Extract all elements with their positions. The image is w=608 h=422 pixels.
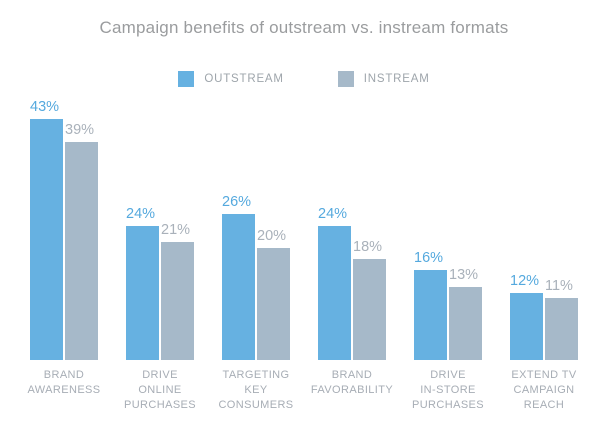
outstream-bar [126, 226, 159, 360]
outstream-value-label: 12% [510, 273, 540, 289]
instream-bar-wrap: 11% [545, 278, 578, 360]
category-label: BRAND FAVORABILITY [310, 369, 394, 396]
chart-area: 43% 39% 24% 21% 26% 20% 24% 18% 16% 13% 12% 11% [16, 87, 592, 360]
category-label: DRIVE ONLINE PURCHASES [123, 369, 197, 411]
outstream-value-label: 24% [126, 206, 156, 222]
instream-value-label: 39% [65, 122, 95, 138]
outstream-value-label: 16% [414, 250, 444, 266]
legend-label-outstream: OUTSTREAM [204, 73, 284, 85]
outstream-bar-wrap: 24% [318, 206, 351, 360]
instream-bar-wrap: 21% [161, 222, 194, 360]
instream-bar-wrap: 13% [449, 267, 482, 360]
instream-bar [545, 298, 578, 360]
outstream-bar [414, 270, 447, 360]
category-axis: BRAND AWARENESS DRIVE ONLINE PURCHASES TAR… [16, 368, 592, 413]
outstream-bar-wrap: 26% [222, 194, 255, 360]
legend-item-outstream: OUTSTREAM [178, 71, 283, 87]
category-label: TARGETING KEY CONSUMERS [218, 369, 294, 411]
outstream-swatch-icon [178, 71, 195, 87]
outstream-bar-wrap: 12% [510, 273, 543, 360]
instream-value-label: 20% [257, 228, 287, 244]
outstream-bar-wrap: 24% [126, 206, 159, 360]
bar-group: 24% 21% [112, 206, 208, 360]
outstream-bar [510, 293, 543, 360]
outstream-value-label: 26% [222, 194, 252, 210]
bar-group: 43% 39% [16, 99, 112, 360]
instream-bar-wrap: 20% [257, 228, 290, 360]
outstream-bar-wrap: 16% [414, 250, 447, 360]
outstream-bar [222, 214, 255, 360]
outstream-bar-wrap: 43% [30, 99, 63, 360]
category-label: EXTEND TV CAMPAIGN REACH [511, 369, 577, 411]
instream-bar [449, 287, 482, 360]
instream-bar [161, 242, 194, 360]
outstream-bar [30, 119, 63, 360]
legend-item-instream: INSTREAM [337, 71, 430, 87]
chart-title: Campaign benefits of outstream vs. instr… [99, 18, 509, 37]
instream-value-label: 11% [545, 278, 573, 294]
outstream-value-label: 43% [30, 99, 60, 115]
instream-bar [65, 142, 98, 360]
instream-value-label: 13% [449, 267, 479, 283]
instream-value-label: 18% [353, 239, 383, 255]
instream-bar-wrap: 18% [353, 239, 386, 360]
instream-swatch-icon [337, 71, 354, 87]
bar-group: 16% 13% [400, 250, 496, 360]
instream-bar [257, 248, 290, 360]
bar-group: 24% 18% [304, 206, 400, 360]
legend-label-instream: INSTREAM [363, 73, 430, 85]
instream-bar-wrap: 39% [65, 122, 98, 360]
category-label: DRIVE IN-STORE PURCHASES [411, 369, 485, 411]
bar-group: 12% 11% [496, 273, 592, 360]
outstream-bar [318, 226, 351, 360]
legend: OUTSTREAM INSTREAM [0, 71, 608, 87]
bar-group: 26% 20% [208, 194, 304, 360]
instream-bar [353, 259, 386, 360]
category-label: BRAND AWARENESS [27, 369, 101, 396]
instream-value-label: 21% [161, 222, 191, 238]
outstream-value-label: 24% [318, 206, 348, 222]
